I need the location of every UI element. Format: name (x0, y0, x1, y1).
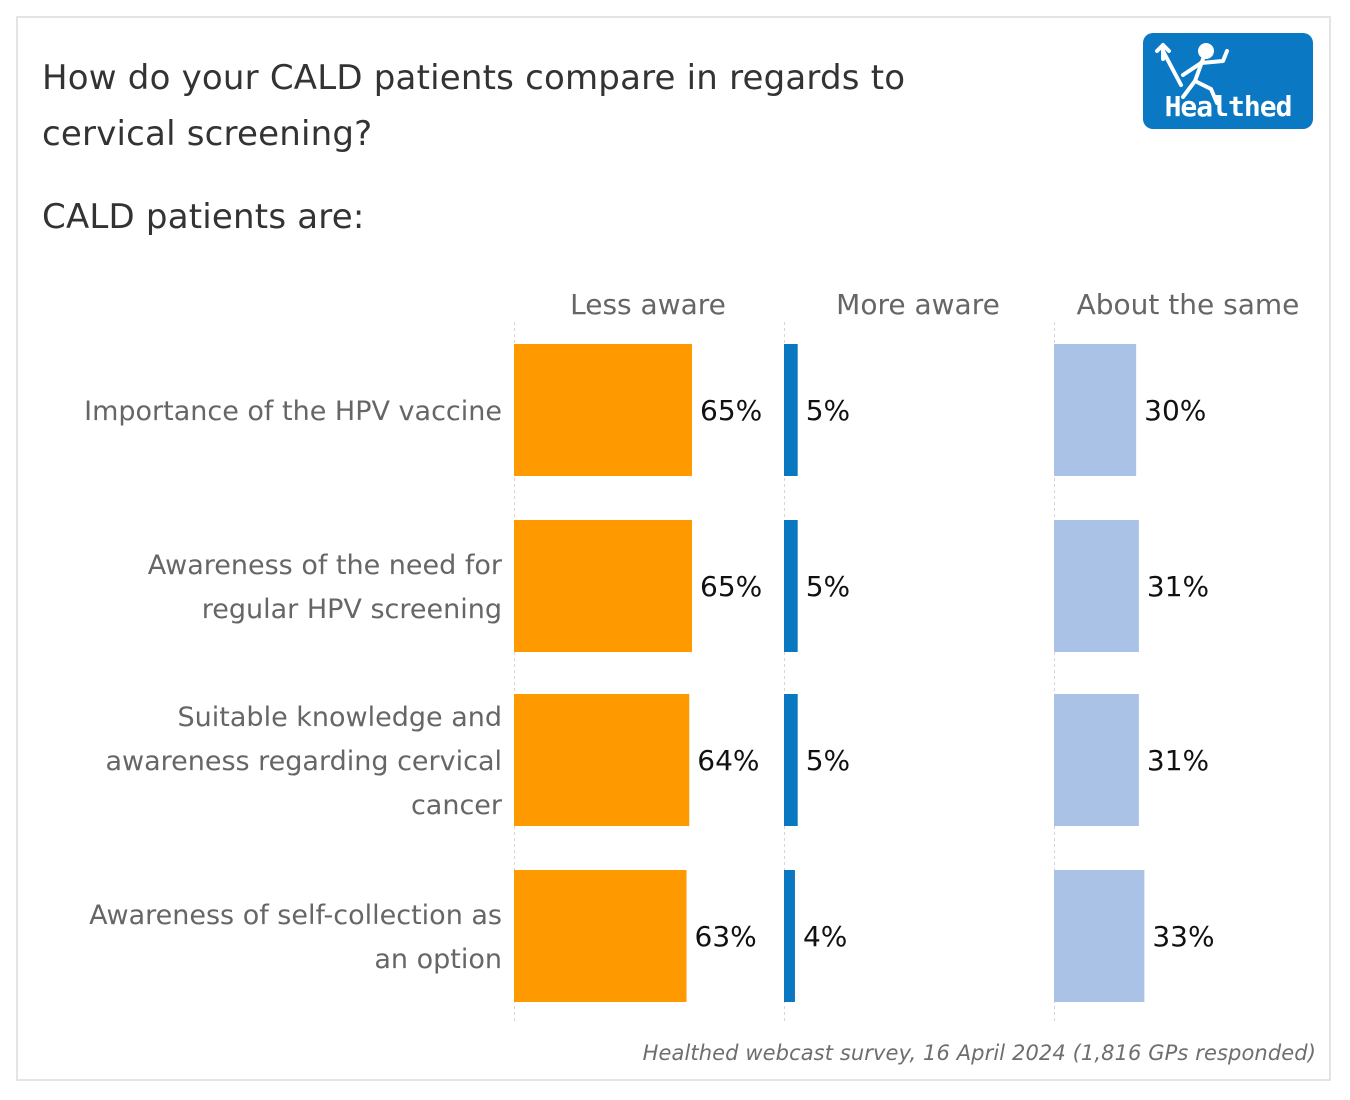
bar-less-aware (514, 520, 692, 652)
bar-more-aware (784, 694, 798, 826)
category-label: cancer (411, 790, 503, 821)
category-label: awareness regarding cervical (105, 746, 502, 777)
source-footnote: Healthed webcast survey, 16 April 2024 (… (642, 1041, 1316, 1065)
bar-more-aware (784, 520, 798, 652)
value-label: 31% (1147, 570, 1209, 603)
bar-about-the-same (1054, 344, 1137, 476)
category-label: an option (374, 944, 502, 975)
bar-about-the-same (1054, 520, 1139, 652)
value-label: 4% (803, 920, 847, 953)
value-label: 31% (1147, 744, 1209, 777)
bar-less-aware (514, 344, 692, 476)
running-figure-icon (1155, 43, 1229, 105)
bar-about-the-same (1054, 694, 1139, 826)
bar-less-aware (514, 870, 687, 1002)
bar-more-aware (784, 870, 795, 1002)
value-label: 65% (700, 394, 762, 427)
logo-text: Healthed (1164, 90, 1293, 123)
category-label: Awareness of the need for (148, 550, 503, 581)
value-label: 5% (806, 744, 850, 777)
bar-about-the-same (1054, 870, 1145, 1002)
value-label: 30% (1144, 394, 1206, 427)
bar-less-aware (514, 694, 690, 826)
value-label: 64% (697, 744, 759, 777)
series-header: About the same (1077, 288, 1300, 321)
value-label: 63% (695, 920, 757, 953)
chart-title: How do your CALD patients compare in reg… (42, 58, 906, 154)
category-label: Importance of the HPV vaccine (84, 396, 502, 427)
bar-more-aware (784, 344, 798, 476)
category-label: Suitable knowledge and (178, 702, 502, 733)
category-label: Awareness of self-collection as (89, 900, 502, 931)
category-label: regular HPV screening (202, 594, 502, 625)
value-label: 5% (806, 570, 850, 603)
value-label: 33% (1152, 920, 1214, 953)
value-label: 65% (700, 570, 762, 603)
series-header: More aware (836, 288, 1000, 321)
healthed-logo: Healthed (1143, 33, 1313, 129)
chart-subtitle: CALD patients are: (42, 197, 365, 237)
series-header: Less aware (570, 288, 726, 321)
value-label: 5% (806, 394, 850, 427)
